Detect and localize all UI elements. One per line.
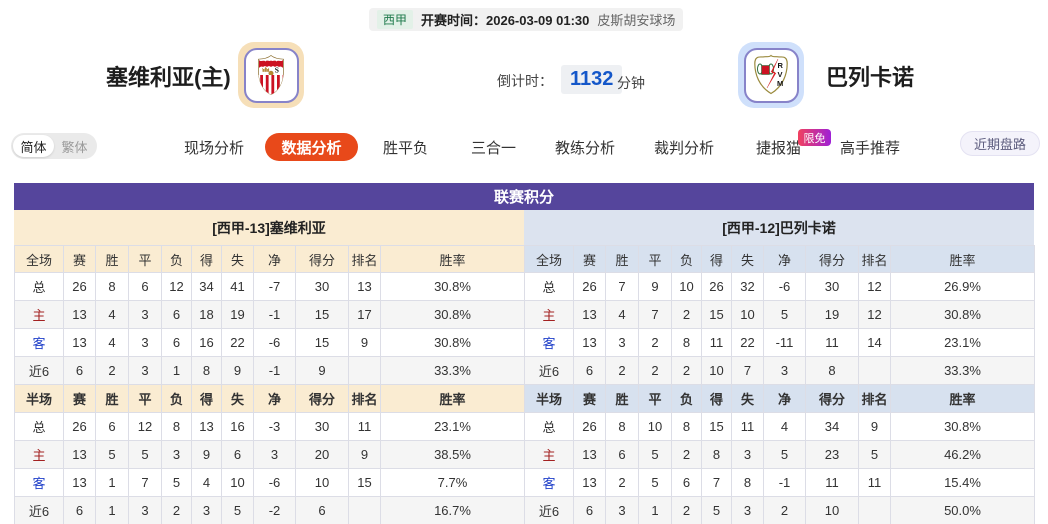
svg-text:S: S xyxy=(275,65,279,74)
svg-text:M: M xyxy=(777,79,783,88)
svg-text:V: V xyxy=(778,70,783,79)
svg-text:R: R xyxy=(778,61,784,70)
